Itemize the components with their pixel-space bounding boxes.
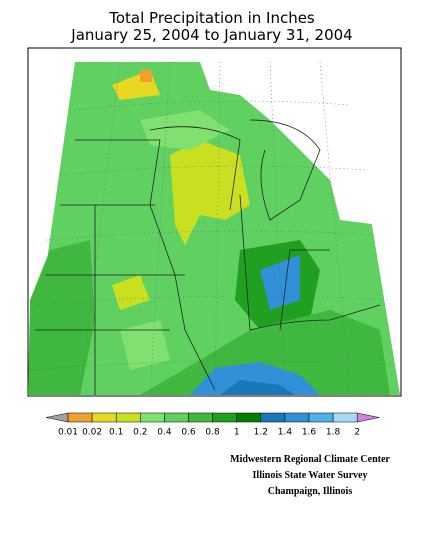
legend-label: 0.01	[58, 428, 78, 438]
legend-label: 2	[354, 428, 360, 438]
legend-label: 1.8	[326, 428, 341, 438]
credit-line: Champaign, Illinois	[268, 486, 353, 497]
legend-swatch	[260, 412, 286, 423]
legend-arrow	[356, 412, 380, 423]
legend-swatch	[188, 412, 213, 423]
credit-line: Illinois State Water Survey	[253, 470, 368, 481]
title-line: January 25, 2004 to January 31, 2004	[70, 26, 352, 44]
legend-label: 0.1	[109, 428, 123, 438]
legend-swatch	[140, 412, 165, 423]
color-legend: 0.01 0.02 0.1 0.2 0.4 0.6 0.8 1 1.2 1.4 1.6 1.8 2	[45, 412, 380, 438]
legend-swatch	[284, 412, 310, 423]
legend-swatch	[115, 412, 141, 423]
legend-swatch	[67, 412, 93, 423]
title-line: Total Precipitation in Inches	[108, 9, 315, 27]
legend-label: 1.2	[254, 428, 268, 438]
legend-swatch	[164, 412, 189, 423]
legend-label: 0.2	[133, 428, 147, 438]
legend-label: 1.6	[302, 428, 317, 438]
legend-label: 0.4	[157, 428, 172, 438]
legend-label: 1	[234, 428, 240, 438]
credit-line: Midwestern Regional Climate Center	[230, 454, 390, 465]
legend-swatch	[91, 412, 117, 423]
legend-label: 0.8	[205, 428, 220, 438]
legend-label: 1.4	[278, 428, 293, 438]
legend-swatch	[236, 412, 262, 423]
legend-label: 0.6	[181, 428, 196, 438]
legend-swatch	[308, 412, 334, 423]
legend-label: 0.02	[82, 428, 102, 438]
legend-arrow	[45, 412, 69, 423]
legend-swatch	[332, 412, 358, 423]
map	[27, 47, 402, 397]
legend-swatch	[212, 412, 237, 423]
